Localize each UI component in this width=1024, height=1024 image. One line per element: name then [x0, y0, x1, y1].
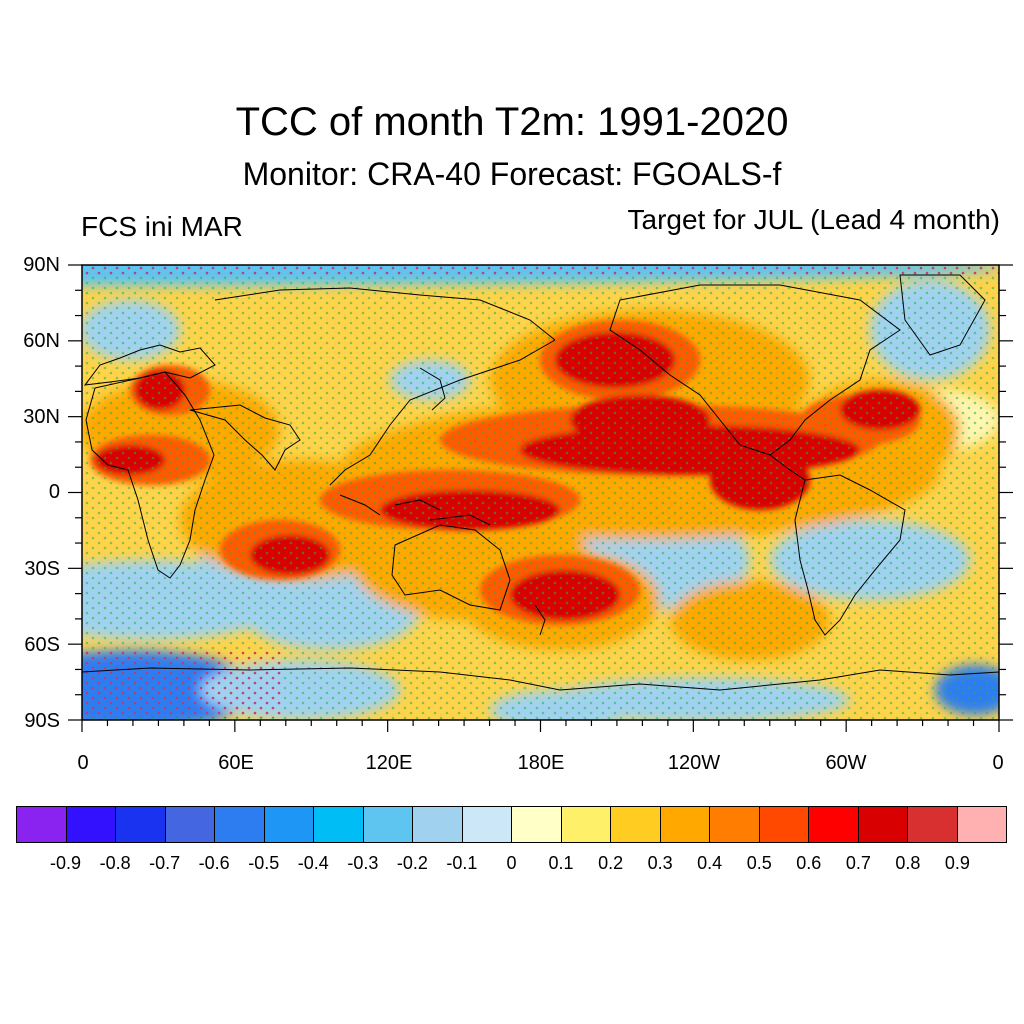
colorbar-box — [462, 807, 512, 842]
correlation-field — [82, 265, 999, 720]
colorbar-box — [116, 807, 166, 842]
lat-label-30n: 30N — [23, 406, 60, 428]
axis-ticks — [68, 264, 1013, 732]
lon-label-120e: 120E — [365, 752, 413, 774]
chart-title: TCC of month T2m: 1991-2020 — [235, 100, 789, 144]
colorbar-label: -0.3 — [347, 853, 379, 873]
colorbar-box — [215, 807, 265, 842]
lat-label-90n: 90N — [23, 254, 60, 276]
colorbar-box — [660, 807, 710, 842]
colorbar-label: 0.6 — [796, 853, 822, 873]
lat-label-60n: 60N — [23, 330, 60, 352]
colorbar-label: 0.4 — [697, 853, 723, 873]
colorbar-box — [363, 807, 413, 842]
colorbar-label: 0.1 — [548, 853, 574, 873]
colorbar-box — [710, 807, 760, 842]
colorbar-label: -0.8 — [99, 853, 131, 873]
lon-label-0-end: 0 — [992, 752, 1004, 774]
colorbar-label: 0.3 — [647, 853, 673, 873]
coastlines — [82, 274, 999, 691]
significance-stipple — [82, 265, 999, 720]
colorbar-label: -0.4 — [297, 853, 329, 873]
colorbar-box — [957, 807, 1006, 842]
colorbar-box — [908, 807, 958, 842]
colorbar-label: -0.6 — [198, 853, 230, 873]
colorbar-label: 0.5 — [746, 853, 772, 873]
colorbar-label: 0 — [506, 853, 517, 873]
colorbar-label: -0.7 — [149, 853, 181, 873]
lon-label-180e: 180E — [517, 752, 565, 774]
colorbar-label: -0.9 — [50, 853, 82, 873]
colorbar-label: 0.8 — [895, 853, 921, 873]
colorbar-box — [413, 807, 463, 842]
colorbar-box — [561, 807, 611, 842]
colorbar-box — [611, 807, 661, 842]
init-label: FCS ini MAR — [81, 211, 243, 242]
antarctic-stipple — [82, 650, 282, 718]
lat-label-90s: 90S — [24, 710, 60, 732]
lon-label-120w: 120W — [667, 752, 721, 774]
colorbar-label: 0.9 — [944, 853, 970, 873]
lon-label-60w: 60W — [825, 752, 867, 774]
arctic-stipple — [82, 265, 999, 277]
colorbar-label: -0.2 — [396, 853, 428, 873]
colorbar-box — [809, 807, 859, 842]
colorbar-label: 0.2 — [598, 853, 624, 873]
lon-label-0: 0 — [77, 752, 89, 774]
lat-label-eq: 0 — [48, 481, 60, 503]
colorbar-box — [858, 807, 908, 842]
colorbar-box — [264, 807, 314, 842]
colorbar-label: -0.5 — [248, 853, 280, 873]
target-label: Target for JUL (Lead 4 month) — [627, 204, 1000, 235]
colorbar-box — [314, 807, 364, 842]
colorbar-box — [759, 807, 809, 842]
colorbar-box — [66, 807, 116, 842]
lat-label-30s: 30S — [24, 558, 60, 580]
lon-label-60e: 60E — [218, 752, 254, 774]
lat-label-60s: 60S — [24, 634, 60, 656]
colorbar-box — [512, 807, 562, 842]
colorbar-box — [165, 807, 215, 842]
colorbar-box — [17, 807, 67, 842]
chart-subtitle: Monitor: CRA-40 Forecast: FGOALS-f — [242, 156, 782, 192]
colorbar — [16, 806, 1007, 843]
colorbar-label: 0.7 — [845, 853, 871, 873]
colorbar-label: -0.1 — [446, 853, 478, 873]
